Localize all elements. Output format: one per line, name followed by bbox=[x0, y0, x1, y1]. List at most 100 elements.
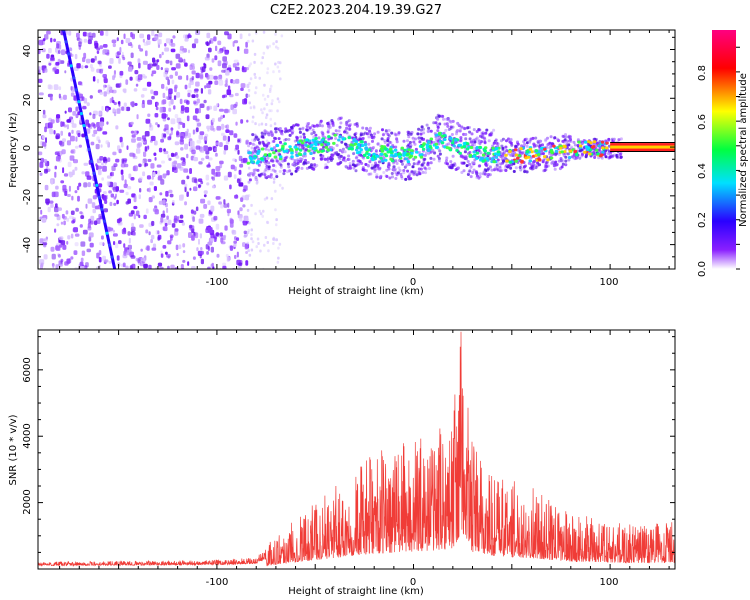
signal-halo bbox=[466, 160, 470, 163]
signal-core bbox=[425, 145, 430, 149]
noise-blob bbox=[47, 93, 53, 98]
noise-blob bbox=[98, 183, 103, 188]
noise-blob bbox=[167, 265, 170, 269]
noise-blob bbox=[113, 182, 117, 188]
signal-core bbox=[298, 148, 303, 152]
noise-blob bbox=[270, 84, 273, 88]
spectrogram-y-axis-label: Frequency (Hz) bbox=[8, 112, 19, 188]
noise-blob bbox=[214, 80, 219, 85]
noise-blob bbox=[68, 171, 73, 175]
signal-halo bbox=[486, 173, 490, 176]
noise-blob bbox=[47, 84, 52, 90]
noise-blob bbox=[123, 107, 127, 111]
noise-blob bbox=[275, 223, 278, 227]
signal-halo bbox=[412, 140, 416, 144]
noise-blob bbox=[224, 125, 227, 129]
noise-blob bbox=[182, 122, 186, 129]
signal-halo bbox=[336, 162, 340, 166]
noise-blob bbox=[70, 92, 75, 97]
noise-blob bbox=[154, 157, 157, 161]
signal-halo bbox=[523, 170, 527, 174]
noise-blob bbox=[102, 74, 107, 78]
noise-blob bbox=[153, 90, 159, 96]
noise-blob bbox=[106, 175, 112, 179]
noise-blob bbox=[75, 113, 79, 119]
noise-blob bbox=[183, 34, 188, 39]
noise-blob bbox=[235, 144, 239, 150]
signal-halo bbox=[469, 166, 473, 169]
noise-blob bbox=[186, 153, 189, 159]
signal-halo bbox=[423, 157, 427, 161]
noise-blob bbox=[247, 194, 251, 198]
noise-blob bbox=[220, 115, 224, 120]
noise-blob bbox=[206, 83, 211, 89]
signal-core bbox=[337, 138, 341, 142]
noise-blob bbox=[262, 51, 266, 55]
noise-blob bbox=[87, 226, 92, 231]
noise-blob bbox=[270, 197, 274, 201]
signal-halo bbox=[301, 127, 305, 131]
noise-blob bbox=[167, 136, 172, 141]
noise-blob bbox=[173, 95, 177, 100]
noise-blob bbox=[44, 168, 48, 174]
signal-halo bbox=[278, 127, 282, 130]
signal-core bbox=[272, 151, 276, 155]
noise-blob bbox=[58, 86, 62, 91]
noise-blob bbox=[248, 33, 251, 37]
noise-blob bbox=[124, 179, 127, 185]
noise-blob bbox=[119, 189, 125, 193]
noise-blob bbox=[215, 140, 219, 147]
noise-blob bbox=[42, 141, 47, 147]
noise-blob bbox=[222, 265, 227, 269]
noise-blob bbox=[136, 148, 141, 154]
signal-halo bbox=[382, 171, 386, 174]
noise-blob bbox=[270, 109, 273, 113]
signal-halo bbox=[308, 126, 312, 130]
signal-core bbox=[333, 133, 337, 137]
signal-halo bbox=[501, 148, 505, 152]
signal-halo bbox=[561, 162, 565, 166]
noise-blob bbox=[85, 171, 90, 177]
signal-halo bbox=[512, 170, 516, 173]
signal-halo bbox=[445, 162, 449, 166]
signal-halo bbox=[254, 175, 258, 179]
noise-blob bbox=[240, 87, 244, 91]
signal-core bbox=[478, 146, 483, 149]
noise-blob bbox=[114, 111, 117, 117]
noise-blob bbox=[199, 250, 204, 255]
signal-core bbox=[543, 147, 547, 151]
signal-halo bbox=[251, 150, 255, 154]
signal-core bbox=[347, 147, 352, 151]
noise-blob bbox=[47, 168, 51, 172]
noise-blob bbox=[191, 149, 196, 155]
signal-halo bbox=[323, 166, 327, 170]
signal-core bbox=[290, 155, 294, 159]
noise-blob bbox=[163, 173, 166, 179]
noise-blob bbox=[238, 182, 244, 187]
noise-blob bbox=[254, 122, 257, 126]
signal-core bbox=[536, 153, 541, 157]
noise-blob bbox=[62, 244, 67, 250]
noise-blob bbox=[254, 31, 258, 35]
noise-blob bbox=[155, 230, 159, 235]
signal-core bbox=[601, 150, 605, 154]
noise-blob bbox=[164, 67, 169, 71]
noise-blob bbox=[45, 198, 50, 204]
signal-halo bbox=[397, 166, 401, 170]
signal-halo bbox=[306, 123, 310, 127]
noise-blob bbox=[234, 158, 237, 163]
signal-halo bbox=[565, 143, 569, 147]
noise-blob bbox=[117, 145, 121, 151]
signal-halo bbox=[420, 136, 424, 140]
noise-blob bbox=[205, 114, 210, 120]
signal-halo bbox=[321, 154, 325, 158]
signal-halo bbox=[446, 117, 450, 121]
noise-blob bbox=[184, 84, 188, 90]
noise-blob bbox=[242, 157, 248, 163]
signal-halo bbox=[348, 164, 352, 168]
signal-core bbox=[360, 144, 365, 147]
noise-blob bbox=[69, 116, 74, 120]
noise-blob bbox=[265, 103, 269, 106]
noise-blob bbox=[92, 208, 96, 214]
noise-blob bbox=[182, 250, 186, 254]
